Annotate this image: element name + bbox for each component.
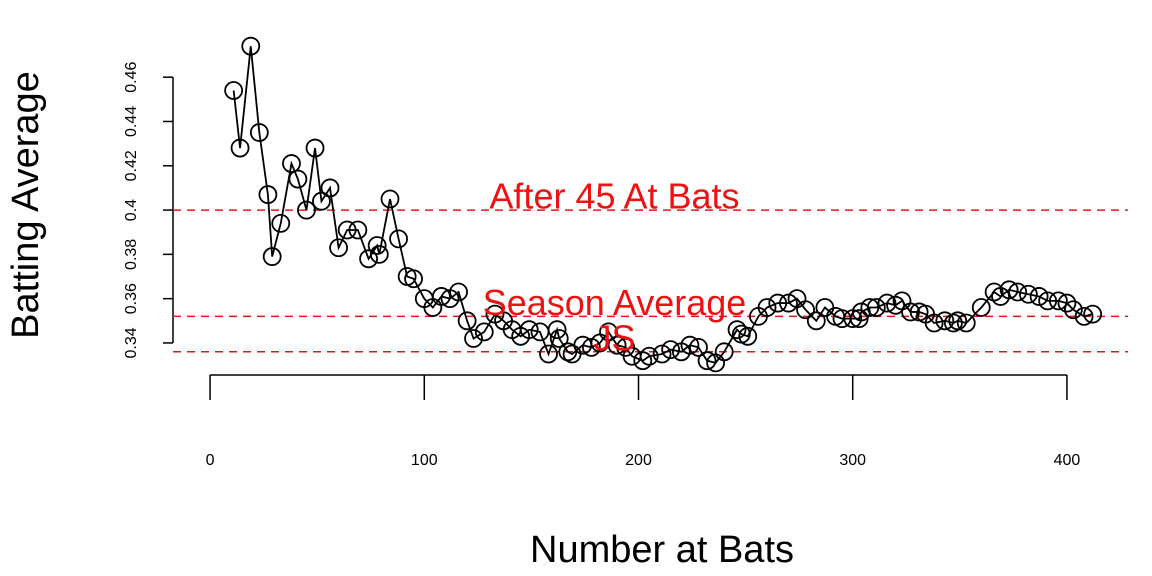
y-axis-title: Batting Average	[5, 71, 47, 339]
data-point	[877, 293, 897, 313]
data-point	[697, 351, 717, 371]
x-tick-label: 200	[625, 452, 652, 469]
data-point	[738, 326, 758, 346]
data-point	[380, 189, 400, 209]
data-point	[241, 36, 261, 56]
y-tick-label: 0.42	[123, 150, 140, 181]
y-tick-label: 0.4	[123, 199, 140, 221]
data-point	[956, 313, 976, 333]
data-point	[727, 320, 747, 340]
data-point	[714, 342, 734, 362]
data-point	[924, 313, 944, 333]
data-point	[369, 244, 389, 264]
x-tick-label: 100	[411, 452, 438, 469]
data-point	[1057, 293, 1077, 313]
data-point	[971, 298, 991, 317]
data-point	[1048, 291, 1068, 311]
data-point	[547, 320, 567, 340]
annotation: JS	[593, 317, 635, 358]
y-tick-label: 0.38	[123, 239, 140, 270]
data-point	[1029, 287, 1049, 306]
data-point	[999, 280, 1019, 300]
data-point	[689, 337, 708, 357]
data-point	[432, 287, 451, 306]
data-point	[312, 191, 331, 211]
data-point	[230, 138, 250, 158]
data-point	[1074, 306, 1094, 326]
data-point	[607, 335, 627, 355]
data-point	[288, 169, 308, 189]
data-point	[768, 293, 788, 313]
data-point	[639, 346, 659, 366]
data-point	[320, 178, 340, 198]
data-point	[1008, 282, 1028, 302]
data-point	[539, 344, 558, 364]
data-point	[474, 322, 494, 342]
data-point	[1083, 304, 1103, 324]
data-point	[271, 213, 291, 233]
data-point	[860, 298, 880, 317]
data-point	[1038, 291, 1058, 311]
y-tick-label: 0.36	[123, 283, 140, 314]
data-point	[464, 329, 483, 348]
x-tick-label: 0	[206, 452, 215, 469]
data-point	[633, 351, 653, 371]
data-point	[282, 154, 301, 173]
data-point	[944, 313, 963, 333]
y-tick-label: 0.46	[123, 62, 140, 93]
data-point	[297, 200, 316, 220]
data-point	[757, 298, 777, 317]
data-point	[258, 185, 278, 204]
data-point	[935, 311, 955, 331]
data-point	[1018, 284, 1038, 304]
data-point	[652, 344, 672, 364]
data-point	[404, 269, 423, 289]
data-point	[581, 337, 601, 357]
data-point	[984, 282, 1004, 302]
data-point	[549, 329, 569, 348]
data-point	[901, 302, 920, 322]
x-axis-title: Number at Bats	[530, 529, 794, 571]
data-point	[305, 138, 325, 158]
data-point	[249, 123, 269, 142]
data-point	[449, 282, 468, 302]
data-point	[348, 220, 368, 240]
y-tick-label: 0.44	[123, 106, 140, 137]
data-point	[779, 293, 798, 313]
data-point	[680, 335, 700, 355]
data-point	[948, 311, 968, 331]
annotation: Season Average	[483, 282, 747, 323]
data-point	[329, 238, 348, 258]
data-point	[457, 311, 477, 331]
data-point	[796, 300, 815, 320]
x-tick-label: 300	[839, 452, 866, 469]
data-point	[806, 311, 826, 331]
y-tick-label: 0.34	[123, 327, 140, 358]
x-tick-label: 400	[1054, 452, 1081, 469]
data-point	[866, 298, 886, 317]
data-point	[1063, 300, 1083, 320]
data-point	[599, 322, 618, 342]
data-point	[519, 320, 539, 340]
data-point	[262, 247, 282, 266]
data-point	[661, 340, 681, 359]
annotation: After 45 At Bats	[489, 176, 739, 217]
data-point	[337, 220, 357, 240]
data-point	[224, 81, 244, 100]
data-point	[389, 229, 408, 249]
data-point	[359, 249, 378, 269]
data-point	[367, 236, 387, 255]
